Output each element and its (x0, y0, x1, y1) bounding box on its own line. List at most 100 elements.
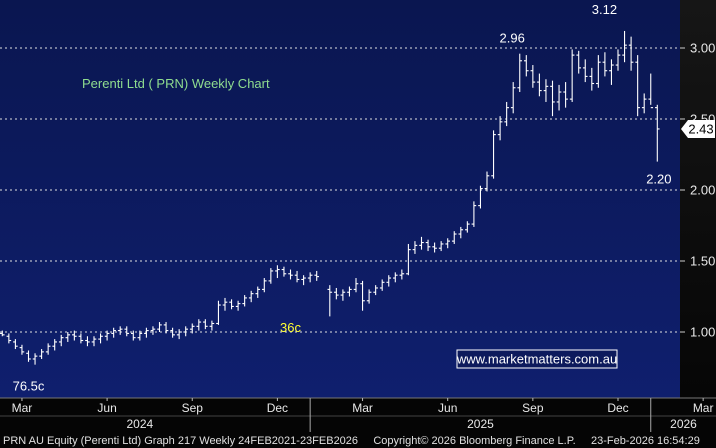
ohlc-bar (622, 30, 627, 63)
ohlc-bar (628, 36, 634, 71)
ohlc-bar (615, 49, 621, 71)
annotation-label: 2.96 (500, 31, 525, 46)
annotation-label: 2.20 (646, 172, 671, 187)
ohlc-bar (0, 330, 5, 337)
ohlc-bar (478, 185, 483, 209)
ohlc-bar (471, 201, 477, 227)
watermark-border (456, 349, 618, 369)
x-tick-label: Mar (352, 401, 373, 415)
ohlc-bar (242, 295, 247, 307)
x-tick-label: Sep (522, 401, 544, 415)
annotations: 76.5c 36c 2.96 3.12 2.20 (13, 2, 672, 393)
ohlc-bar (419, 236, 424, 250)
ohlc-bar (360, 280, 365, 311)
x-tick-label: Mar (693, 401, 714, 415)
ohlc-bar (137, 330, 143, 341)
ohlc-bar (366, 289, 372, 304)
y-tick-label: 3.00 (690, 41, 715, 56)
year-label: 2025 (467, 417, 494, 431)
ohlc-bar (412, 241, 418, 254)
ohlc-bar (19, 344, 25, 355)
ohlc-bar (334, 287, 339, 300)
ohlc-bar (117, 326, 123, 335)
ohlc-bar (641, 93, 647, 114)
ohlc-bar (393, 272, 398, 283)
x-tick-label: Sep (182, 401, 204, 415)
ohlc-bar (497, 116, 503, 141)
ohlc-bar (596, 55, 601, 88)
ohlc-bar (281, 266, 287, 277)
ohlc-bar (268, 268, 274, 284)
ohlc-bar (72, 330, 77, 341)
y-tick-label: 1.50 (690, 254, 715, 269)
watermark-box[interactable]: www.marketmatters.com.au (456, 349, 618, 369)
ohlc-bar (203, 319, 208, 330)
x-tick-label: Jun (438, 401, 457, 415)
ohlc-bar (216, 300, 221, 325)
y-tick-label: 2.00 (690, 183, 715, 198)
y-tick-label: 1.00 (690, 325, 715, 340)
x-tick-label: Mar (12, 401, 33, 415)
ohlc-bar (655, 104, 660, 162)
price-bars (0, 30, 660, 365)
last-price-tag-shape (681, 119, 715, 138)
ohlc-bar (301, 275, 306, 286)
ohlc-bar (26, 350, 31, 362)
last-price-tag: 2.43 (681, 119, 715, 138)
ohlc-bar (425, 239, 431, 252)
ohlc-bar (85, 336, 90, 347)
ohlc-bar (556, 84, 562, 111)
ohlc-bar (131, 330, 136, 341)
ohlc-bar (65, 332, 71, 342)
ohlc-bar (445, 238, 450, 249)
last-price-label: 2.43 (688, 121, 713, 136)
ohlc-bar (275, 265, 280, 279)
ohlc-bar (209, 320, 215, 331)
ohlc-bar (98, 333, 103, 344)
ohlc-bar (563, 82, 568, 108)
ohlc-bar (451, 231, 457, 244)
ohlc-bar (399, 269, 405, 280)
ohlc-bar (648, 73, 654, 109)
ohlc-bar (438, 241, 444, 252)
ohlc-bar (235, 300, 241, 311)
y-axis-panel (680, 0, 716, 398)
ohlc-bar (262, 278, 267, 293)
watermark-link[interactable]: www.marketmatters.com.au (456, 352, 617, 367)
ohlc-bar (229, 299, 234, 310)
ohlc-bar (602, 52, 608, 77)
x-axis-ticks: Mar Jun Sep Dec Mar Jun Sep Dec Mar 2024 2025 2026 (0, 397, 716, 432)
ohlc-bar (294, 270, 300, 283)
ohlc-bar (510, 82, 516, 114)
ohlc-bar (307, 272, 313, 283)
ohlc-bar (91, 336, 97, 347)
ohlc-bar (550, 80, 555, 117)
grid-layer (0, 47, 680, 333)
annotation-label: 36c (280, 320, 301, 335)
ohlc-bar (635, 55, 640, 117)
ohlc-bar (530, 65, 536, 88)
ohlc-bar (176, 329, 182, 340)
ohlc-bar (406, 243, 411, 276)
ohlc-bar (189, 323, 195, 334)
ohlc-bar (373, 285, 378, 296)
ohlc-bar (58, 334, 64, 347)
ohlc-bar (157, 322, 162, 332)
ohlc-bar (569, 49, 575, 102)
ohlc-bar (45, 343, 51, 355)
ohlc-bar (347, 286, 352, 297)
ohlc-bar (314, 270, 319, 281)
ohlc-bar (465, 221, 470, 233)
ohlc-bar (248, 290, 254, 303)
plot-area (0, 0, 680, 398)
ohlc-bar (353, 278, 359, 293)
ohlc-bar (6, 333, 12, 344)
chart-title: Perenti Ltd ( PRN) Weekly Chart (82, 76, 270, 91)
x-tick-label: Dec (267, 401, 288, 415)
ohlc-bar (517, 53, 523, 93)
ohlc-bar (379, 279, 385, 291)
ohlc-bar (196, 319, 202, 331)
annotation-label: 76.5c (13, 378, 45, 393)
ohlc-bar (582, 59, 588, 83)
